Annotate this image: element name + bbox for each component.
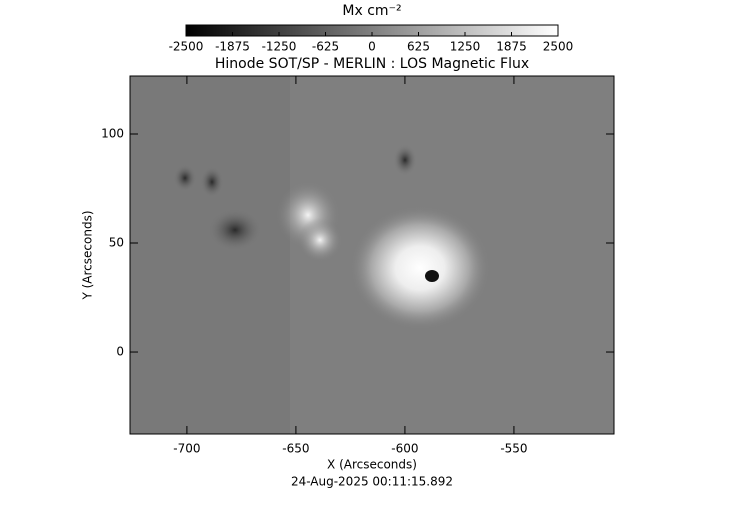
colorbar-tick-label: -1250 bbox=[262, 40, 297, 54]
colorbar-label: Mx cm⁻² bbox=[342, 3, 401, 19]
x-tick-label: -550 bbox=[500, 442, 527, 456]
footer: 24-Aug-2025 00:11:15.892 bbox=[291, 475, 453, 489]
colorbar-tick-label: 625 bbox=[407, 40, 430, 54]
y-tick-label: 100 bbox=[101, 126, 124, 140]
x-axis-label: X (Arcseconds) bbox=[327, 458, 417, 472]
y-tick-label: 50 bbox=[109, 236, 124, 250]
colorbar-tick-label: -625 bbox=[312, 40, 339, 54]
x-tick-label: -700 bbox=[173, 442, 200, 456]
y-tick-label: 0 bbox=[116, 345, 124, 359]
colorbar-tick-label: -1875 bbox=[215, 40, 250, 54]
magnetogram bbox=[130, 76, 614, 434]
y-axis-label: Y (Arcseconds) bbox=[81, 210, 95, 300]
colorbar-tick-label: 1250 bbox=[450, 40, 481, 54]
colorbar-tick-label: 2500 bbox=[543, 40, 574, 54]
colorbar-tick-label: 1875 bbox=[496, 40, 527, 54]
colorbar-tick-label: -2500 bbox=[169, 40, 204, 54]
colorbar-tick-label: 0 bbox=[368, 40, 376, 54]
x-tick-label: -650 bbox=[282, 442, 309, 456]
x-tick-label: -600 bbox=[391, 442, 418, 456]
chart-title: Hinode SOT/SP - MERLIN : LOS Magnetic Fl… bbox=[215, 56, 529, 72]
plot-frame bbox=[129, 75, 615, 435]
